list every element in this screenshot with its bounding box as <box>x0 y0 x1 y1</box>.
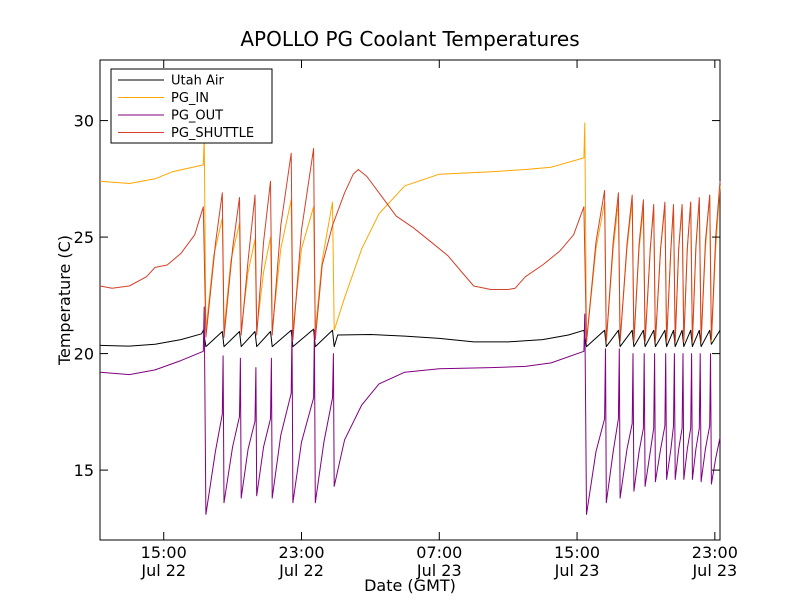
chart-title: APOLLO PG Coolant Temperatures <box>240 27 579 51</box>
y-tick-label: 20 <box>74 345 94 364</box>
x-tick-label-date: Jul 23 <box>416 561 462 580</box>
legend-label-pg-shuttle: PG_SHUTTLE <box>171 126 254 141</box>
legend-label-utah-air: Utah Air <box>171 74 224 89</box>
x-tick-label-time: 15:00 <box>141 543 187 562</box>
legend-label-pg-in: PG_IN <box>171 91 209 106</box>
series-line-utah-air <box>99 328 721 348</box>
y-tick-label: 25 <box>74 228 94 247</box>
legend-box <box>110 68 273 144</box>
x-tick-label-time: 23:00 <box>692 543 738 562</box>
x-tick-label-date: Jul 23 <box>691 561 737 580</box>
x-tick-label-time: 23:00 <box>278 543 324 562</box>
y-axis-ticks: 15 20 25 30 <box>74 112 720 480</box>
x-tick-label-date: Jul 22 <box>140 561 186 580</box>
y-axis-label: Temperature (C) <box>55 235 74 366</box>
legend: Utah Air PG_IN PG_OUT PG_SHUTTLE <box>110 68 273 144</box>
y-tick-label: 15 <box>74 461 94 480</box>
series-line-pg-out <box>99 306 721 515</box>
y-tick-label: 30 <box>74 112 94 131</box>
x-tick-label-date: Jul 23 <box>554 561 600 580</box>
x-axis-label: Date (GMT) <box>364 576 456 595</box>
series-layer <box>99 122 721 515</box>
x-tick-label-time: 07:00 <box>416 543 462 562</box>
x-tick-label-date: Jul 22 <box>278 561 324 580</box>
series-line-pg-shuttle <box>99 148 721 343</box>
x-tick-label-time: 15:00 <box>554 543 600 562</box>
legend-label-pg-out: PG_OUT <box>171 109 223 124</box>
